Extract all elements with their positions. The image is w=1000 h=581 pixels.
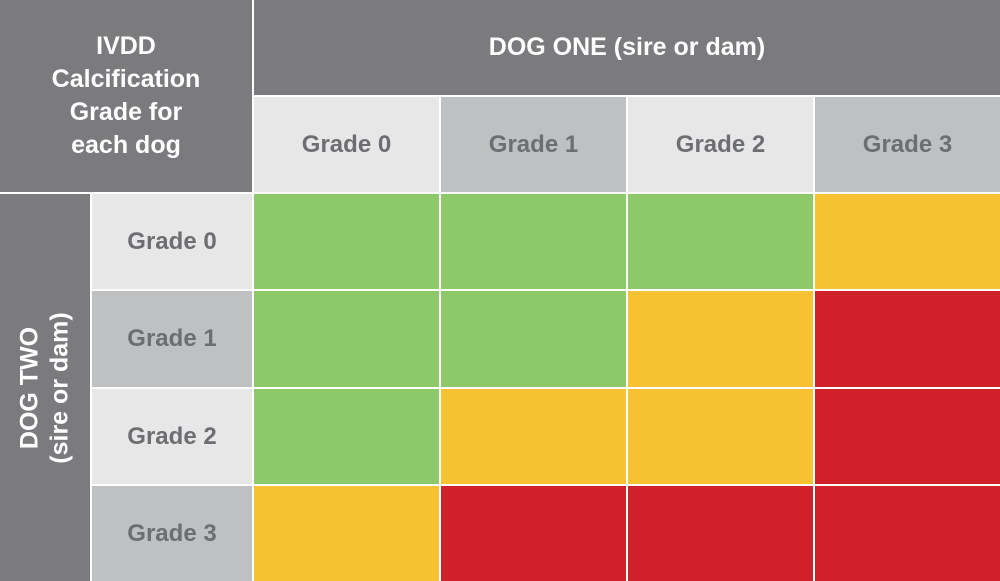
row-title-cell: DOG TWO (sire or dam)	[0, 194, 90, 581]
row-subtitle: (sire or dam)	[46, 311, 74, 464]
row-title: DOG TWO (sire or dam)	[15, 312, 75, 463]
cell	[815, 389, 1000, 484]
row-label: Grade 1	[92, 291, 252, 387]
column-label: Grade 3	[815, 97, 1000, 192]
row-title-text: DOG TWO	[16, 326, 44, 449]
cell	[441, 486, 626, 581]
row-label: Grade 0	[92, 194, 252, 289]
column-title: DOG ONE (sire or dam)	[254, 0, 1000, 95]
column-label: Grade 2	[628, 97, 813, 192]
corner-label: IVDD Calcification Grade for each dog	[51, 32, 201, 159]
cell	[254, 389, 439, 484]
cell	[628, 194, 813, 289]
cell	[254, 291, 439, 387]
cell	[628, 389, 813, 484]
cell	[815, 194, 1000, 289]
column-label: Grade 0	[254, 97, 439, 192]
cell	[441, 194, 626, 289]
cell	[254, 194, 439, 289]
cell	[254, 486, 439, 581]
column-label: Grade 1	[441, 97, 626, 192]
cell	[628, 486, 813, 581]
cell	[815, 291, 1000, 387]
corner-cell: IVDD Calcification Grade for each dog	[0, 0, 252, 192]
cell	[441, 389, 626, 484]
cell	[441, 291, 626, 387]
cell	[628, 291, 813, 387]
row-label: Grade 3	[92, 486, 252, 581]
cell	[815, 486, 1000, 581]
row-label: Grade 2	[92, 389, 252, 484]
